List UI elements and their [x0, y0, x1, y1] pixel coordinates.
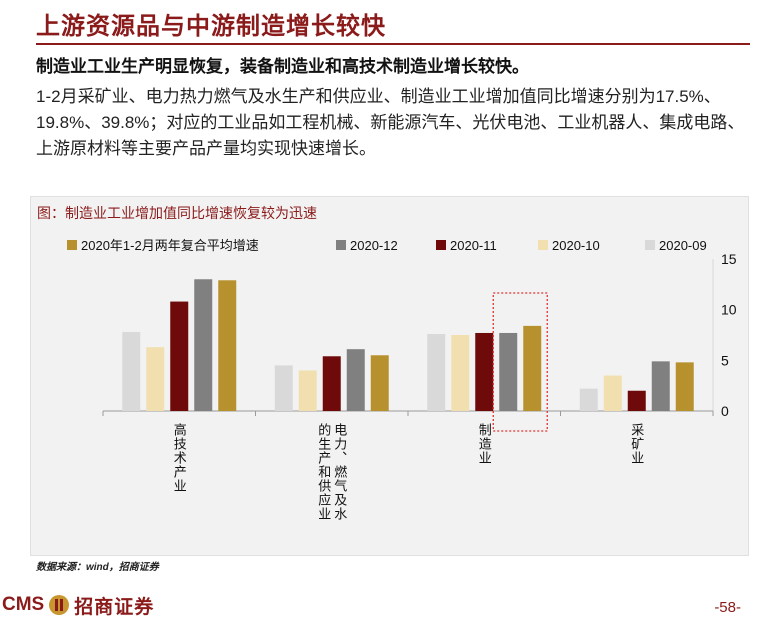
bar — [627, 390, 646, 411]
legend-label: 2020-12 — [350, 238, 398, 253]
bar — [146, 347, 165, 411]
legend-swatch — [538, 240, 548, 250]
bar — [475, 332, 494, 411]
legend-swatch — [336, 240, 346, 250]
bar — [651, 361, 670, 411]
body-paragraph: 1-2月采矿业、电力热力燃气及水生产和供应业、制造业工业增加值同比增速分别为17… — [36, 87, 745, 158]
chart-caption: 图：制造业工业增加值同比增速恢复较为迅速 — [37, 205, 317, 221]
data-source-note: 数据来源：wind，招商证券 — [36, 562, 159, 573]
x-category-label: 高技术产业 — [172, 422, 187, 493]
bar — [603, 375, 622, 411]
y-tick-label: 15 — [721, 251, 737, 267]
bar — [579, 388, 598, 411]
legend-swatch — [67, 240, 77, 250]
legend-label: 2020-10 — [552, 238, 600, 253]
bar — [218, 280, 237, 411]
legend-swatch — [645, 240, 655, 250]
legend-label: 2020-09 — [659, 238, 707, 253]
x-category-label: 的生产和供应业 — [316, 422, 331, 521]
bar — [122, 331, 141, 411]
bar-chart: 2020年1-2月两年复合平均增速 2020-12 2020-11 2020-10 20… — [67, 238, 737, 521]
cms-emblem-icon — [49, 595, 70, 615]
cms-logo: CMS 招商证券 — [2, 593, 155, 618]
legend-swatch — [436, 240, 446, 250]
page-subtitle: 制造业工业生产明显恢复，装备制造业和高技术制造业增长较快。 — [36, 57, 529, 76]
page-title: 上游资源品与中游制造增长较快 — [36, 13, 386, 40]
bar — [346, 349, 365, 411]
bar — [523, 325, 542, 411]
legend-label: 2020年1-2月两年复合平均增速 — [81, 238, 259, 253]
y-tick-label: 0 — [721, 403, 729, 419]
bar — [274, 365, 293, 411]
y-tick-label: 10 — [721, 302, 737, 318]
logo-chinese-text: 招商证券 — [74, 596, 155, 618]
x-category-label: 电力、燃气及水 — [332, 423, 347, 521]
bar — [451, 335, 470, 411]
logo-latin-text: CMS — [2, 594, 45, 615]
legend-label: 2020-11 — [450, 238, 497, 253]
bar — [194, 279, 213, 411]
bar — [427, 333, 446, 411]
x-category-label: 制造业 — [477, 423, 492, 465]
bar — [370, 355, 389, 411]
chart-panel: 图：制造业工业增加值同比增速恢复较为迅速 2020年1-2月两年复合平均增速 20… — [30, 196, 749, 556]
bar — [499, 332, 518, 411]
y-tick-label: 5 — [721, 352, 729, 368]
x-category-label: 采矿业 — [629, 423, 644, 465]
bar — [298, 370, 317, 411]
bar — [322, 356, 341, 411]
page-number: -58- — [714, 599, 741, 616]
title-divider — [36, 43, 750, 45]
bar — [170, 301, 189, 411]
bar — [675, 362, 694, 411]
